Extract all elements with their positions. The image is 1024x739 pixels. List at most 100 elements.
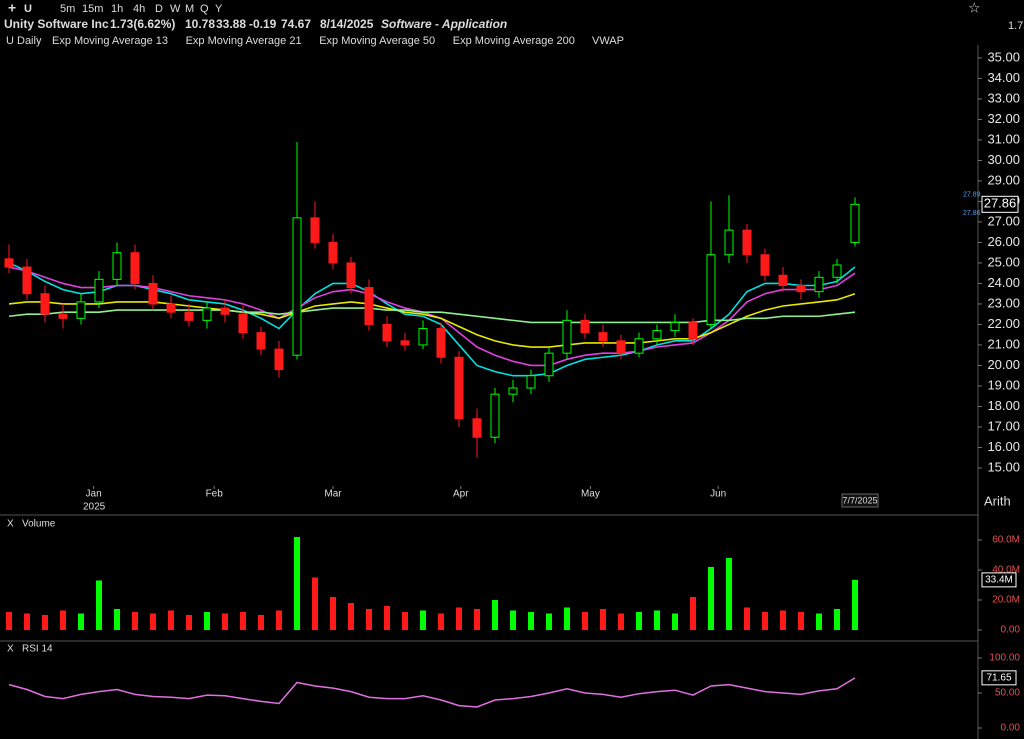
company-name: Unity Software Inc (4, 17, 109, 31)
legend-entry[interactable]: Exp Moving Average 21 (186, 35, 302, 47)
volume-bar (654, 610, 660, 630)
candle-body (40, 293, 50, 315)
interval-button[interactable]: 5m (60, 3, 75, 15)
y-tick-label: 22.00 (987, 316, 1020, 331)
volume-bar (6, 611, 12, 630)
volume-bar (348, 602, 354, 630)
interval-button[interactable]: 4h (133, 3, 145, 15)
candle-body (616, 340, 626, 354)
candle-body (706, 254, 716, 325)
volume-bar (636, 611, 642, 630)
y-tick-label: 29.00 (987, 172, 1020, 187)
volume-bar (186, 614, 192, 630)
y-tick-label: 18.00 (987, 398, 1020, 413)
y-tick-label: 100.00 (989, 653, 1020, 664)
candle-body (94, 278, 104, 303)
candle-body (562, 319, 572, 354)
volume-bar (60, 610, 66, 630)
interval-button[interactable]: Q (200, 3, 209, 15)
y-tick-label: 50.00 (995, 688, 1020, 699)
volume-bar (150, 613, 156, 630)
price-label: 27.86 (984, 196, 1017, 211)
symbol[interactable]: U (24, 3, 32, 15)
candle-body (184, 311, 194, 321)
volume-bar (132, 611, 138, 630)
candle-body (76, 301, 86, 319)
interval-button[interactable]: 1h (111, 3, 123, 15)
x-tick-label: Apr (453, 489, 469, 500)
y-tick-label: 15.00 (987, 459, 1020, 474)
volume-bar (672, 613, 678, 630)
y-tick-label: 20.0M (992, 595, 1020, 606)
scale-mode[interactable]: Arith (984, 493, 1011, 508)
legend-entry[interactable]: VWAP (592, 35, 624, 47)
quote-label: 27.89 (963, 192, 981, 199)
legend-entry[interactable]: U Daily (6, 35, 42, 47)
candle-body (454, 356, 464, 420)
volume-bar (204, 611, 210, 630)
volume-bar (456, 607, 462, 630)
candle-body (850, 203, 860, 243)
y-tick-label: 23.00 (987, 295, 1020, 310)
candle-body (652, 330, 662, 340)
candle-body (364, 287, 374, 325)
y-tick-label: 32.00 (987, 111, 1020, 126)
volume-bar (510, 610, 516, 630)
candle-body (220, 307, 230, 315)
candle-body (688, 321, 698, 340)
y-tick-label: 34.00 (987, 70, 1020, 85)
volume-bar (168, 610, 174, 630)
volume-bar (402, 611, 408, 630)
y-tick-label: 24.00 (987, 275, 1020, 290)
stat: 33.88 (216, 17, 246, 31)
volume-bar (690, 596, 696, 630)
candle-body (832, 264, 842, 278)
interval-button[interactable]: 15m (82, 3, 103, 15)
add-button[interactable]: + (8, 0, 16, 16)
volume-bar (312, 577, 318, 630)
volume-bar (330, 596, 336, 630)
y-tick-label: 0.00 (1001, 625, 1021, 636)
candle-body (778, 274, 788, 287)
rsi-box (981, 670, 1017, 686)
volume-bar (24, 613, 30, 630)
candle-body (148, 282, 158, 305)
close-pane[interactable]: X (7, 644, 14, 655)
industry: Software - Application (381, 17, 507, 31)
volume-bar (258, 614, 264, 630)
interval-button[interactable]: Y (215, 3, 223, 15)
candle-body (760, 254, 770, 276)
star-icon[interactable]: ☆ (968, 0, 981, 16)
candle-body (436, 328, 446, 358)
close-pane[interactable]: X (7, 519, 14, 530)
candle-body (292, 217, 302, 356)
candle-body (328, 241, 338, 264)
y-tick-label: 40.0M (992, 565, 1020, 576)
volume-bar (834, 608, 840, 630)
y-tick-label: 35.00 (987, 49, 1020, 64)
volume-bar (528, 611, 534, 630)
right-value: 1.73 (1008, 20, 1024, 32)
volume-bar (114, 608, 120, 630)
volume-bar (618, 613, 624, 630)
legend-entry[interactable]: Exp Moving Average 13 (52, 35, 168, 47)
interval-button[interactable]: D (155, 3, 163, 15)
volume-bar (492, 599, 498, 630)
interval-button[interactable]: M (185, 3, 194, 15)
candle-body (634, 338, 644, 354)
year-label: 2025 (83, 502, 106, 513)
candle-body (58, 313, 68, 319)
candle-body (670, 321, 680, 332)
volume-bar (726, 557, 732, 630)
interval-button[interactable]: W (170, 3, 181, 15)
volume-bar (384, 605, 390, 630)
date: 8/14/2025 (320, 17, 374, 31)
candle-body (418, 328, 428, 346)
legend-entry[interactable]: Exp Moving Average 200 (453, 35, 575, 47)
candle-body (112, 252, 122, 280)
volume-bar (294, 536, 300, 630)
volume-bar (798, 611, 804, 630)
legend-entry[interactable]: Exp Moving Average 50 (319, 35, 435, 47)
x-tick-label: May (581, 489, 600, 500)
